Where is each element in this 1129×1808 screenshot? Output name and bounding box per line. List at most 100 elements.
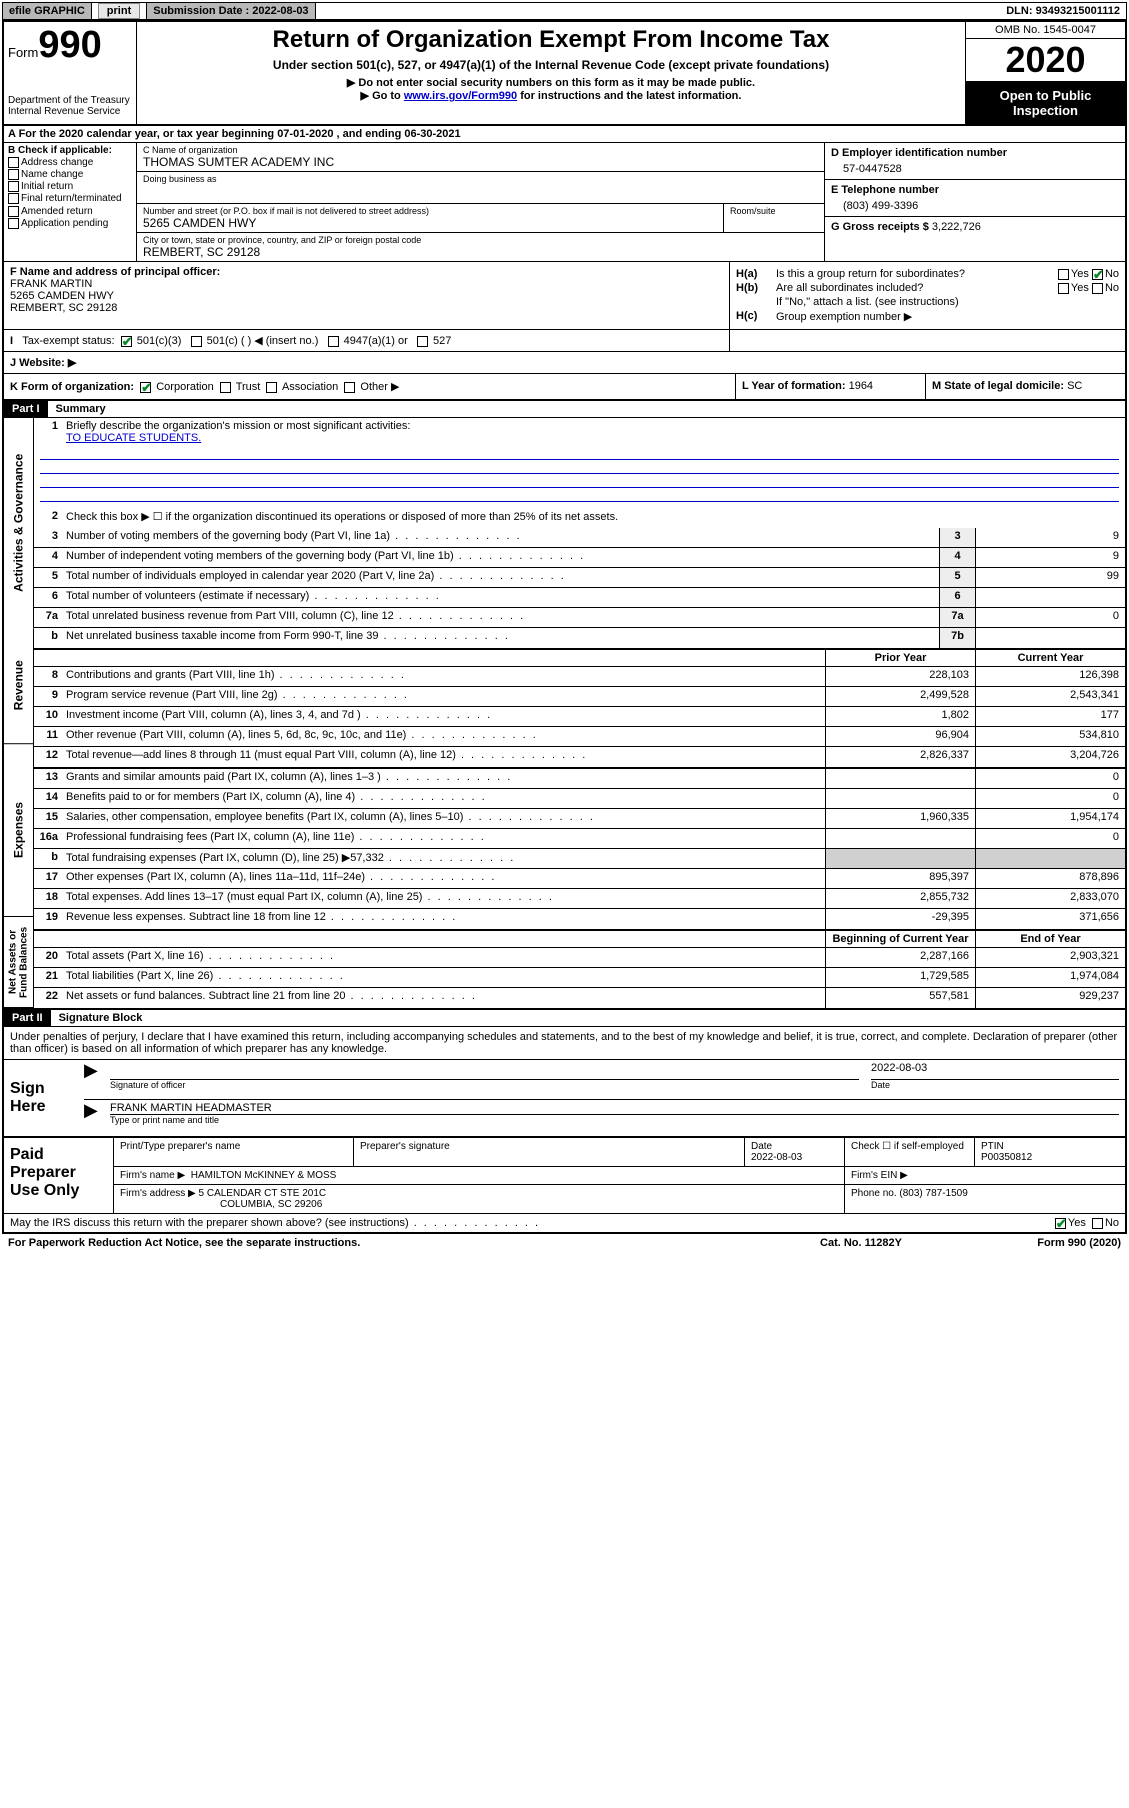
line-desc: Total unrelated business revenue from Pa…	[62, 608, 939, 627]
line-desc: Revenue less expenses. Subtract line 18 …	[62, 909, 825, 929]
gov-line-4: 4 Number of independent voting members o…	[34, 548, 1125, 568]
header-left: Form990 Department of the Treasury Inter…	[4, 22, 137, 124]
prior-val: 2,287,166	[825, 948, 975, 967]
mission-link[interactable]: TO EDUCATE STUDENTS.	[66, 432, 201, 444]
cb-other[interactable]	[344, 382, 355, 393]
paid-preparer-fields: Print/Type preparer's name Preparer's si…	[114, 1138, 1125, 1213]
cb-corp[interactable]	[140, 382, 151, 393]
mission-desc: Briefly describe the organization's miss…	[62, 418, 1125, 446]
vtab-expenses: Expenses	[4, 744, 34, 917]
dba-label: Doing business as	[143, 174, 818, 184]
prior-val: 1,960,335	[825, 809, 975, 828]
governance-block: 1 Briefly describe the organization's mi…	[34, 418, 1125, 650]
line-desc: Other expenses (Part IX, column (A), lin…	[62, 869, 825, 888]
summary-section: Activities & Governance Revenue Expenses…	[2, 418, 1127, 1010]
mission-line-2	[40, 460, 1119, 474]
line-box: 3	[939, 528, 975, 547]
sig-date: 2022-08-03	[871, 1062, 1119, 1080]
prior-val	[825, 829, 975, 848]
line-desc: Investment income (Part VIII, column (A)…	[62, 707, 825, 726]
line-17: 17 Other expenses (Part IX, column (A), …	[34, 869, 1125, 889]
firm-phone-cell: Phone no. (803) 787-1509	[845, 1185, 1125, 1213]
line-desc: Total revenue—add lines 8 through 11 (mu…	[62, 747, 825, 767]
line-num: 8	[34, 667, 62, 686]
dba-cell: Doing business as	[137, 172, 824, 204]
cb-4947[interactable]	[328, 336, 339, 347]
curr-val: 371,656	[975, 909, 1125, 929]
cb-501c[interactable]	[191, 336, 202, 347]
header-mid: Return of Organization Exempt From Incom…	[137, 22, 965, 124]
col-b-checkboxes: B Check if applicable: Address change Na…	[4, 143, 137, 261]
cb-assoc[interactable]	[266, 382, 277, 393]
phone-cell: E Telephone number (803) 499-3396	[825, 180, 1125, 217]
ein-value: 57-0447528	[831, 159, 1119, 175]
street-row: Number and street (or P.O. box if mail i…	[137, 204, 824, 233]
line-val: 9	[975, 528, 1125, 547]
ptin-cell: PTINP00350812	[975, 1138, 1125, 1166]
org-name: THOMAS SUMTER ACADEMY INC	[143, 155, 818, 169]
line-num: 22	[34, 988, 62, 1008]
vtab-revenue: Revenue	[4, 628, 34, 744]
submission-date: Submission Date : 2022-08-03	[147, 3, 315, 19]
cb-name-change[interactable]: Name change	[8, 169, 132, 180]
prior-val	[825, 849, 975, 868]
h-a-row: H(a) Is this a group return for subordin…	[736, 268, 1119, 280]
line-val	[975, 588, 1125, 607]
col-h: H(a) Is this a group return for subordin…	[730, 262, 1125, 329]
sig-date-label: Date	[871, 1080, 1119, 1090]
prior-val: 2,855,732	[825, 889, 975, 908]
line-num: 7a	[34, 608, 62, 627]
cb-final-return[interactable]: Final return/terminated	[8, 193, 132, 204]
ha-label: H(a)	[736, 268, 776, 280]
curr-val: 0	[975, 829, 1125, 848]
form-number: Form990	[8, 24, 132, 67]
omb-number: OMB No. 1545-0047	[966, 22, 1125, 39]
line-box: 6	[939, 588, 975, 607]
line-val: 9	[975, 548, 1125, 567]
print-button[interactable]: print	[98, 3, 140, 19]
line-num: 21	[34, 968, 62, 987]
line-10: 10 Investment income (Part VIII, column …	[34, 707, 1125, 727]
cb-address-change[interactable]: Address change	[8, 157, 132, 168]
cb-527[interactable]	[417, 336, 428, 347]
prep-date-cell: Date2022-08-03	[745, 1138, 845, 1166]
cb-501c3[interactable]	[121, 336, 132, 347]
sig-name: FRANK MARTIN HEADMASTER	[110, 1102, 1119, 1115]
line-22: 22 Net assets or fund balances. Subtract…	[34, 988, 1125, 1008]
part-i-title: Summary	[48, 401, 114, 417]
form-header: Form990 Department of the Treasury Inter…	[2, 20, 1127, 126]
vtab-governance: Activities & Governance	[4, 418, 34, 628]
cb-app-pending[interactable]: Application pending	[8, 218, 132, 229]
prep-name-cell: Print/Type preparer's name	[114, 1138, 354, 1166]
prior-val: 1,729,585	[825, 968, 975, 987]
begin-year-header: Beginning of Current Year	[825, 931, 975, 947]
curr-val: 0	[975, 789, 1125, 808]
line-desc: Total fundraising expenses (Part IX, col…	[62, 849, 825, 868]
paid-row-1: Print/Type preparer's name Preparer's si…	[114, 1138, 1125, 1167]
line-val: 0	[975, 608, 1125, 627]
line-15: 15 Salaries, other compensation, employe…	[34, 809, 1125, 829]
cb-initial-return[interactable]: Initial return	[8, 181, 132, 192]
sig-name-label: Type or print name and title	[110, 1115, 1119, 1125]
prior-val	[825, 789, 975, 808]
line-num: 20	[34, 948, 62, 967]
line-desc: Other revenue (Part VIII, column (A), li…	[62, 727, 825, 746]
cb-trust[interactable]	[220, 382, 231, 393]
curr-val: 2,543,341	[975, 687, 1125, 706]
line-num: 18	[34, 889, 62, 908]
part-ii-header: Part II	[4, 1010, 51, 1026]
current-year-header: Current Year	[975, 650, 1125, 666]
line-desc: Professional fundraising fees (Part IX, …	[62, 829, 825, 848]
officer-label: F Name and address of principal officer:	[10, 266, 220, 278]
form-note-1: ▶ Do not enter social security numbers o…	[145, 76, 957, 89]
instructions-link[interactable]: www.irs.gov/Form990	[404, 90, 517, 102]
discuss-text: May the IRS discuss this return with the…	[10, 1217, 1055, 1229]
curr-val	[975, 849, 1125, 868]
line-1-num: 1	[34, 418, 62, 446]
hb-label: H(b)	[736, 282, 776, 294]
sign-here-label: Sign Here	[4, 1060, 84, 1136]
cb-amended[interactable]: Amended return	[8, 206, 132, 217]
revenue-block: Prior Year Current Year 8 Contributions …	[34, 650, 1125, 769]
netassets-block: Beginning of Current Year End of Year 20…	[34, 931, 1125, 1008]
gov-line-6: 6 Total number of volunteers (estimate i…	[34, 588, 1125, 608]
